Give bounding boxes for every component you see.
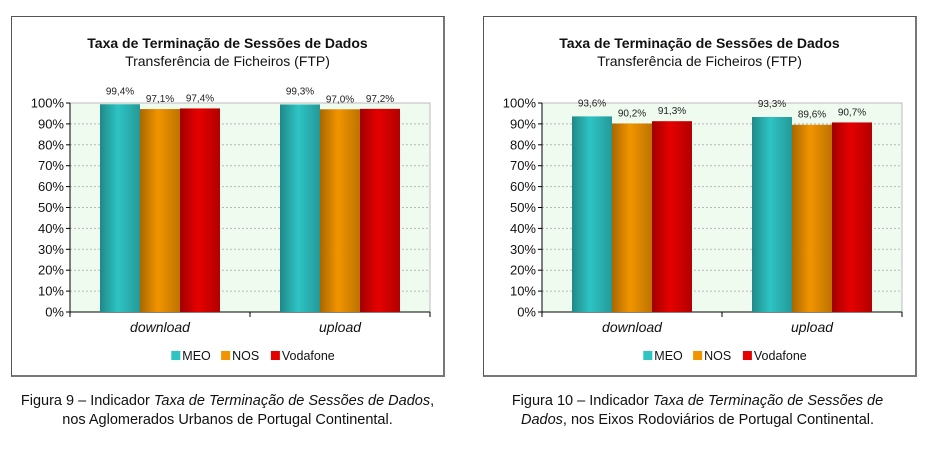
caption-line2: , nos Eixos Rodoviários de Portugal Cont… (562, 412, 875, 428)
y-tick-label: 60% (38, 179, 64, 194)
y-tick-label: 70% (510, 158, 536, 173)
caption-line2: nos Aglomerados Urbanos de Portugal Cont… (62, 412, 393, 428)
data-label: 90,2% (618, 108, 646, 119)
bar-meo-download (572, 116, 612, 312)
bar-nos-download (140, 109, 180, 312)
bar-vodafone-download (652, 121, 692, 312)
y-tick-label: 100% (31, 96, 65, 111)
y-tick-label: 100% (503, 96, 537, 111)
legend-label-vodafone: Vodafone (282, 349, 335, 363)
y-tick-label: 90% (38, 116, 64, 131)
bar-vodafone-download (180, 108, 220, 313)
legend-label-meo: MEO (182, 349, 211, 363)
data-label: 99,3% (286, 86, 314, 97)
legend-swatch-nos (693, 351, 703, 360)
y-tick-label: 90% (510, 116, 536, 131)
y-tick-label: 70% (38, 158, 64, 173)
data-label: 97,4% (186, 93, 214, 104)
y-tick-label: 30% (510, 242, 536, 257)
chart-title: Taxa de Terminação de Sessões de Dados (559, 35, 840, 51)
bar-meo-upload (752, 117, 792, 313)
caption-prefix: Figura 10 – Indicador (511, 393, 653, 409)
legend-swatch-vodafone (270, 351, 280, 360)
figure-caption-9: Figura 9 – Indicador Taxa de Terminação … (0, 392, 455, 430)
chart-figura-10: Taxa de Terminação de Sessões de Dados T… (483, 16, 917, 377)
chart-title: Taxa de Terminação de Sessões de Dados (87, 35, 368, 51)
caption-suffix: , (430, 393, 435, 409)
y-tick-label: 60% (510, 179, 536, 194)
legend-label-vodafone: Vodafone (754, 349, 807, 363)
x-category-label: upload (791, 319, 834, 335)
bar-vodafone-upload (832, 122, 872, 312)
bar-meo-upload (280, 104, 320, 312)
legend-swatch-meo (643, 351, 653, 360)
y-tick-label: 20% (38, 263, 64, 278)
bar-nos-upload (320, 109, 360, 313)
data-label: 97,2% (366, 94, 394, 105)
chart-subtitle: Transferência de Ficheiros (FTP) (125, 53, 330, 69)
caption-italic: Taxa de Terminação de Sessões de Dados (153, 393, 431, 409)
y-tick-label: 40% (38, 221, 64, 236)
y-tick-label: 30% (38, 242, 64, 257)
data-label: 90,7% (838, 107, 866, 118)
legend-swatch-vodafone (742, 351, 752, 360)
data-label: 89,6% (798, 110, 826, 121)
bar-vodafone-upload (360, 108, 400, 313)
data-label: 99,4% (106, 86, 134, 97)
chart-subtitle: Transferência de Ficheiros (FTP) (597, 53, 802, 69)
y-tick-label: 40% (510, 221, 536, 236)
y-tick-label: 0% (45, 305, 64, 320)
figure-caption-10: Figura 10 – Indicador Taxa de Terminação… (470, 392, 925, 430)
y-tick-label: 50% (38, 200, 64, 215)
data-label: 93,6% (578, 98, 606, 109)
bar-meo-download (100, 104, 140, 312)
data-label: 97,0% (326, 94, 354, 105)
x-category-label: upload (319, 319, 362, 335)
y-tick-label: 80% (38, 137, 64, 152)
caption-prefix: Figura 9 – Indicador (20, 393, 154, 409)
chart-figura-9: Taxa de Terminação de Sessões de Dados T… (11, 16, 445, 377)
legend-swatch-nos (221, 351, 231, 360)
bar-nos-upload (792, 124, 832, 313)
y-tick-label: 10% (38, 284, 64, 299)
caption-italic: Taxa de Terminação de Sessões de (652, 393, 884, 409)
data-label: 97,1% (146, 94, 174, 105)
data-label: 91,3% (658, 106, 686, 117)
y-tick-label: 0% (517, 305, 536, 320)
y-tick-label: 80% (510, 137, 536, 152)
chart-svg: 0% 10% 20% 30% 40% 50% 60% 70% 80% 90% 100% 99,4% 97… (31, 86, 431, 363)
x-category-label: download (130, 319, 191, 335)
y-tick-label: 10% (510, 284, 536, 299)
y-tick-label: 50% (510, 200, 536, 215)
y-tick-label: 20% (510, 263, 536, 278)
legend-label-nos: NOS (232, 349, 259, 363)
legend-swatch-meo (171, 351, 181, 360)
legend-label-nos: NOS (704, 349, 731, 363)
caption-line2-italic: Dados (520, 412, 563, 428)
legend-label-meo: MEO (654, 349, 683, 363)
x-category-label: download (602, 319, 663, 335)
bar-nos-download (612, 123, 652, 313)
data-label: 93,3% (758, 99, 786, 110)
chart-svg: 0% 10% 20% 30% 40% 50% 60% 70% 80% 90% 100% 93,6% 90… (503, 96, 903, 363)
